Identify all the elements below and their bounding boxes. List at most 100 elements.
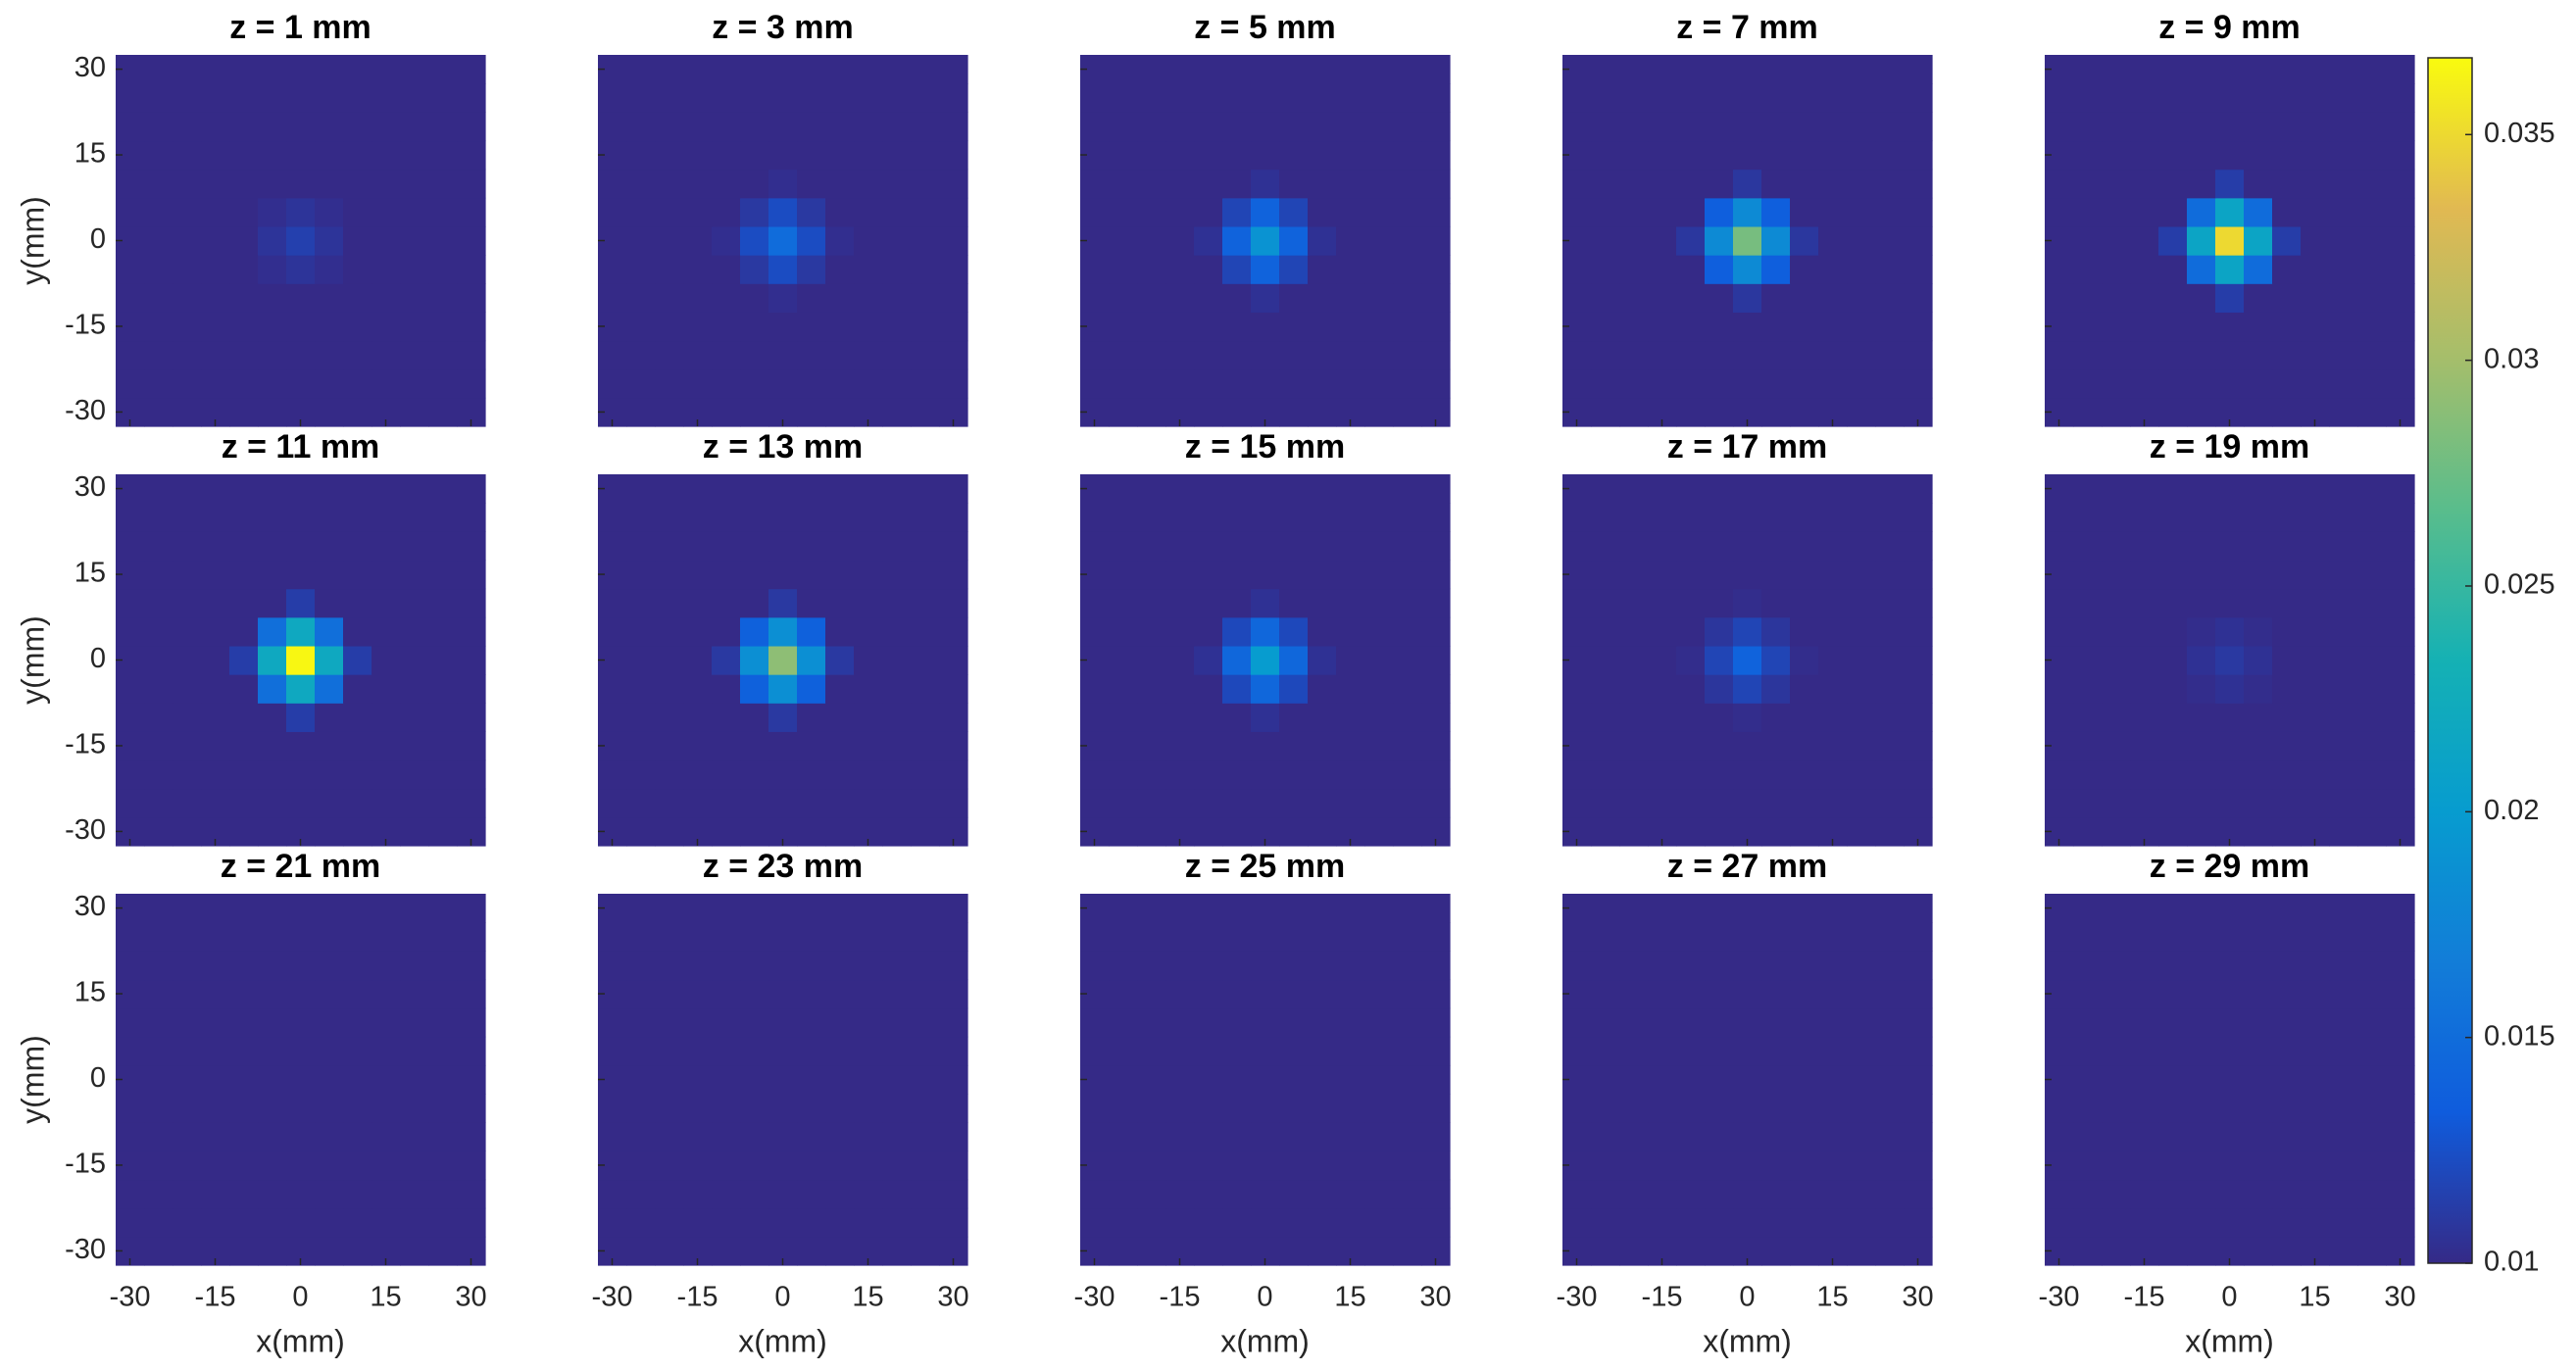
y-tick-label: -15 xyxy=(65,1149,106,1180)
heat-cell xyxy=(1562,951,1592,981)
heat-cell xyxy=(343,397,372,427)
heat-cell xyxy=(797,197,826,227)
heat-cell xyxy=(1393,979,1422,1009)
heat-cell xyxy=(2158,645,2188,675)
heat-cell xyxy=(1393,1064,1422,1095)
heat-cell xyxy=(1648,588,1677,618)
heat-cell xyxy=(343,816,372,847)
panel: z = 7 mm xyxy=(1562,9,1933,427)
heat-cell xyxy=(1336,1094,1365,1123)
heat-cell xyxy=(428,674,458,704)
heat-cell xyxy=(229,616,259,647)
heat-cell xyxy=(1364,922,1394,952)
heat-cell xyxy=(939,531,968,562)
heat-cell xyxy=(1393,340,1422,370)
heat-cell xyxy=(1251,588,1280,618)
heat-cell xyxy=(1875,979,1905,1009)
heat-cell xyxy=(1279,759,1309,790)
heat-cell xyxy=(911,1122,940,1151)
heat-cell xyxy=(2130,169,2159,199)
heat-cell xyxy=(1676,531,1706,562)
heat-cell xyxy=(1676,83,1706,113)
heat-cell xyxy=(626,169,656,199)
heat-cell xyxy=(343,1179,372,1209)
heat-cell xyxy=(2158,951,2188,981)
heat-cell xyxy=(2301,788,2330,818)
heat-cell xyxy=(2329,922,2358,952)
heat-cell xyxy=(2357,1179,2387,1209)
y-tick-label: -15 xyxy=(65,310,106,341)
heat-cell xyxy=(315,503,344,532)
heat-cell xyxy=(655,503,684,532)
heat-cell xyxy=(1875,531,1905,562)
heat-cell xyxy=(1109,788,1138,818)
heat-cell xyxy=(428,55,458,84)
heat-cell xyxy=(1904,674,1933,704)
heat-cell xyxy=(144,503,173,532)
heat-cell xyxy=(2215,1036,2245,1066)
heat-cell xyxy=(911,312,940,342)
heat-cell xyxy=(1194,922,1223,952)
heat-cell xyxy=(1562,531,1592,562)
heat-cell xyxy=(854,1151,883,1181)
heat-cell xyxy=(1591,1064,1620,1095)
heat-cell xyxy=(1222,759,1252,790)
heat-cell xyxy=(2301,255,2330,284)
heat-cell xyxy=(768,645,798,675)
heat-cell xyxy=(2130,83,2159,113)
heat-cell xyxy=(2301,225,2330,256)
heat-cell xyxy=(201,112,230,142)
heat-cell xyxy=(626,368,656,399)
heat-cell xyxy=(655,1207,684,1238)
heat-cell xyxy=(854,759,883,790)
heat-cell xyxy=(2272,759,2302,790)
heat-cell xyxy=(1705,731,1734,761)
heat-cell xyxy=(1137,1064,1166,1095)
heat-cell xyxy=(1733,731,1762,761)
heat-cell xyxy=(1619,1064,1649,1095)
heat-cell xyxy=(315,474,344,504)
heat-cell xyxy=(2386,1151,2415,1181)
heat-cell xyxy=(116,368,145,399)
heat-cell xyxy=(1562,340,1592,370)
heat-cell xyxy=(2045,503,2074,532)
x-tick-label: 30 xyxy=(455,1282,486,1313)
x-tick-label: 15 xyxy=(370,1282,401,1313)
heat-cell xyxy=(428,197,458,227)
heat-cell xyxy=(400,759,429,790)
heat-cell xyxy=(2244,312,2273,342)
heat-cell xyxy=(740,55,769,84)
heat-cell xyxy=(939,588,968,618)
heat-cell xyxy=(1336,1207,1365,1238)
heat-cell xyxy=(1875,1236,1905,1266)
heat-cell xyxy=(1137,531,1166,562)
heat-cell xyxy=(2102,255,2131,284)
heat-cell xyxy=(1336,1007,1365,1038)
heat-cell xyxy=(1904,169,1933,199)
y-tick-label: 0 xyxy=(90,643,106,674)
heat-cell xyxy=(1393,397,1422,427)
heat-cell xyxy=(655,312,684,342)
heat-cell xyxy=(2045,674,2074,704)
heat-cell xyxy=(286,283,316,313)
heat-cell xyxy=(2187,788,2216,818)
heat-cell xyxy=(683,894,713,923)
heat-cell xyxy=(1222,922,1252,952)
heat-cell xyxy=(229,55,259,84)
heat-cell xyxy=(1421,1036,1451,1066)
heat-cell xyxy=(1648,1207,1677,1238)
heat-cell xyxy=(1421,255,1451,284)
heat-cell xyxy=(1676,1094,1706,1123)
heat-cell xyxy=(1648,55,1677,84)
heat-cell xyxy=(1165,1207,1195,1238)
heat-cell xyxy=(201,1094,230,1123)
heat-cell xyxy=(1393,703,1422,732)
heat-cell xyxy=(400,588,429,618)
heat-cell xyxy=(2357,1036,2387,1066)
heat-cell xyxy=(2244,731,2273,761)
heat-cell xyxy=(286,1036,316,1066)
heat-cell xyxy=(315,922,344,952)
heat-cell xyxy=(1393,83,1422,113)
heat-cell xyxy=(2244,588,2273,618)
heat-cell xyxy=(258,283,287,313)
